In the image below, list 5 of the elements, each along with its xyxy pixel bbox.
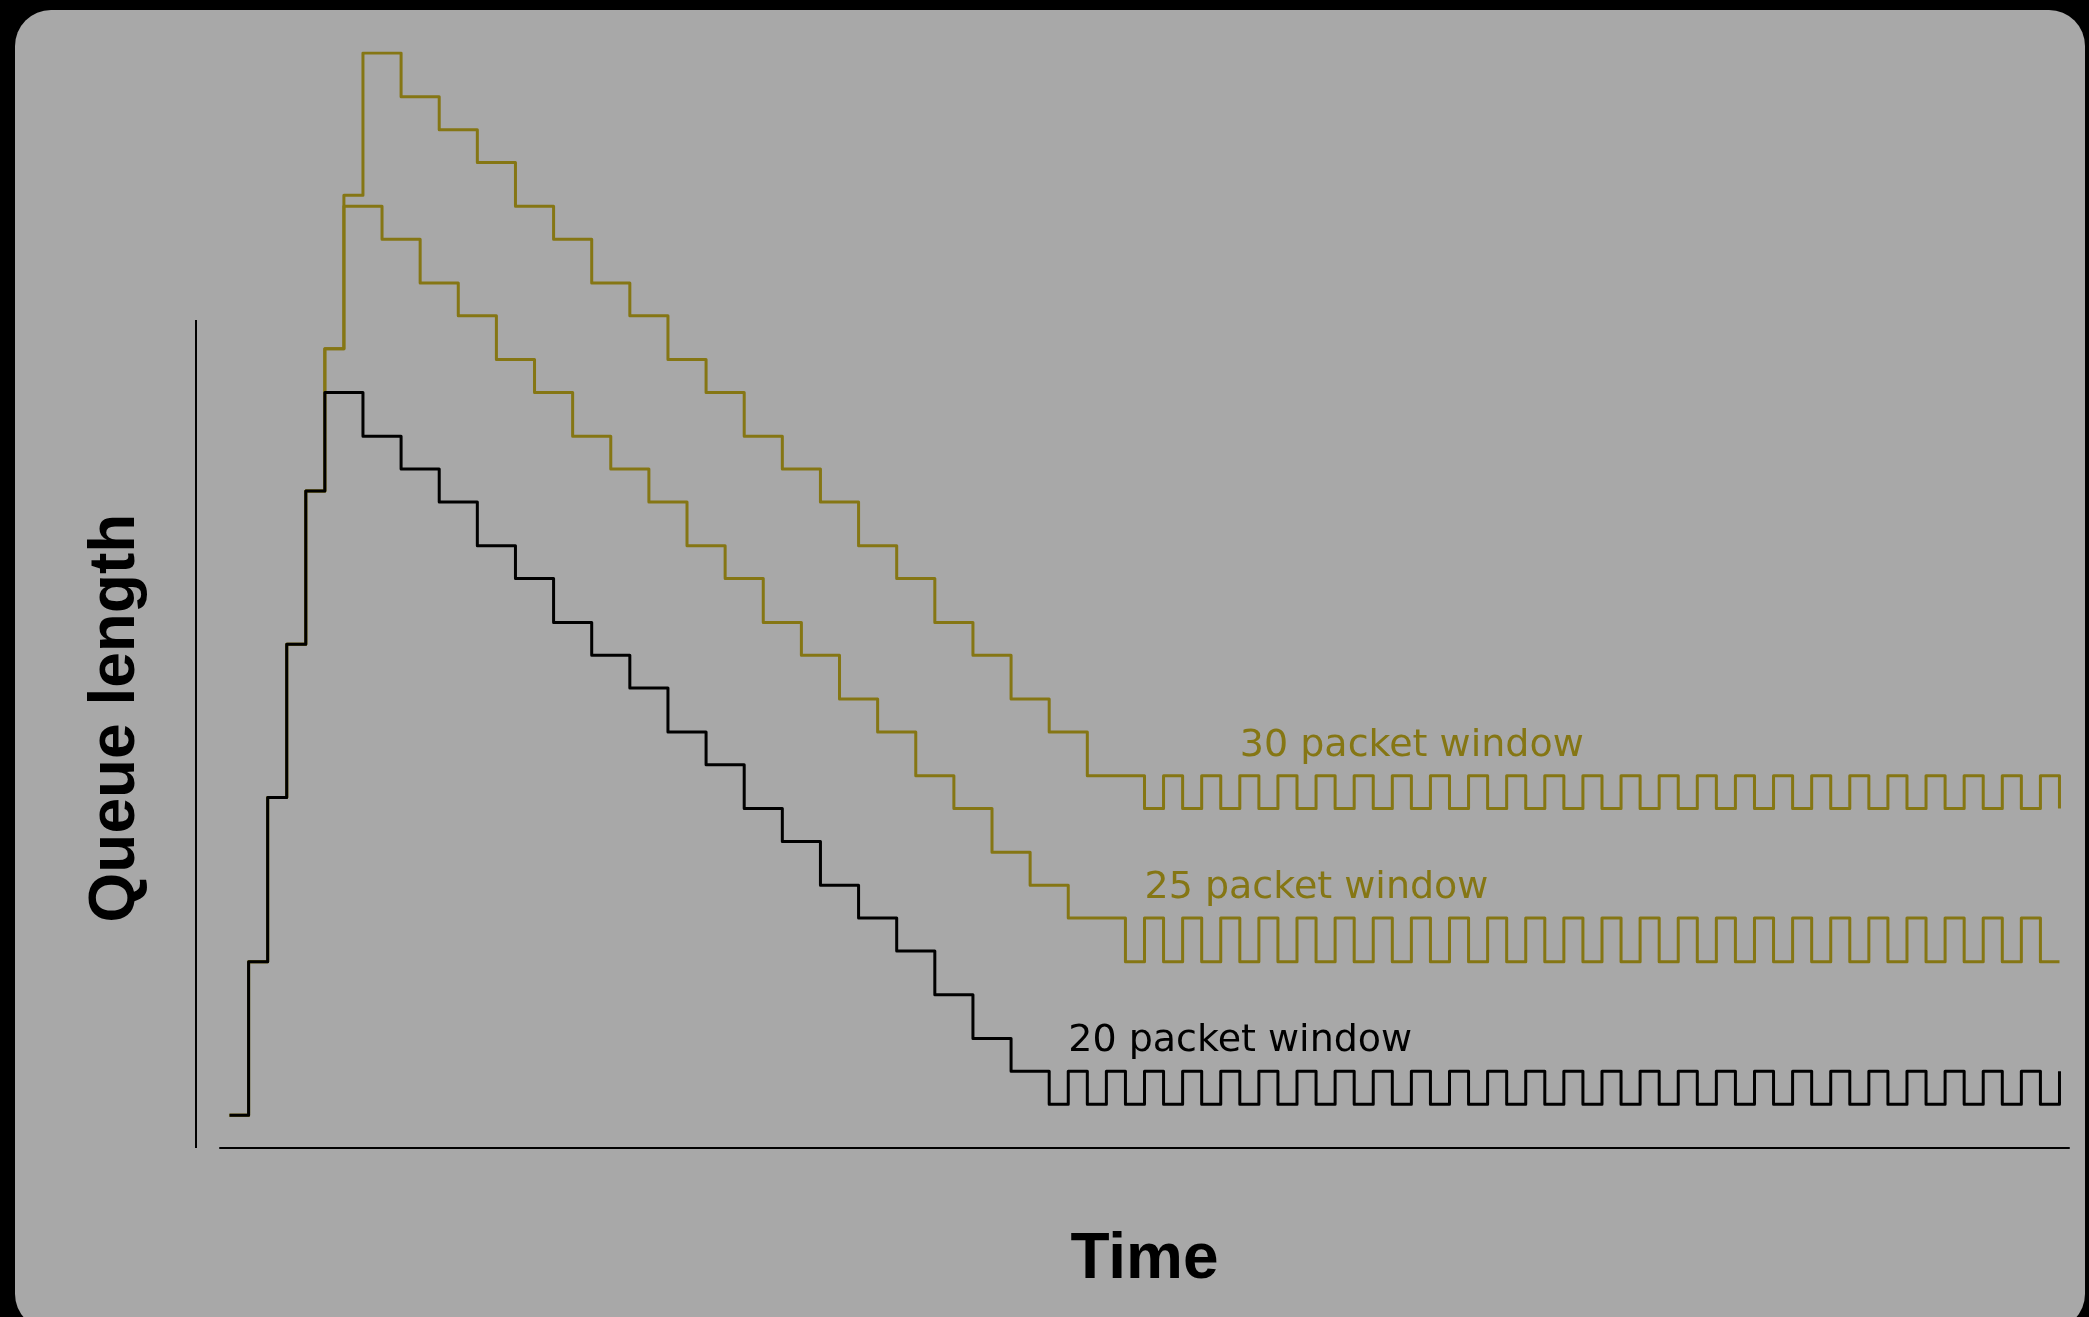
series-label: 20 packet window — [1068, 1016, 1413, 1061]
series-label: 25 packet window — [1144, 863, 1489, 908]
x-axis-title: Time — [1070, 1220, 1219, 1292]
y-axis-title: Queue length — [76, 513, 148, 923]
series-label: 30 packet window — [1239, 720, 1584, 765]
